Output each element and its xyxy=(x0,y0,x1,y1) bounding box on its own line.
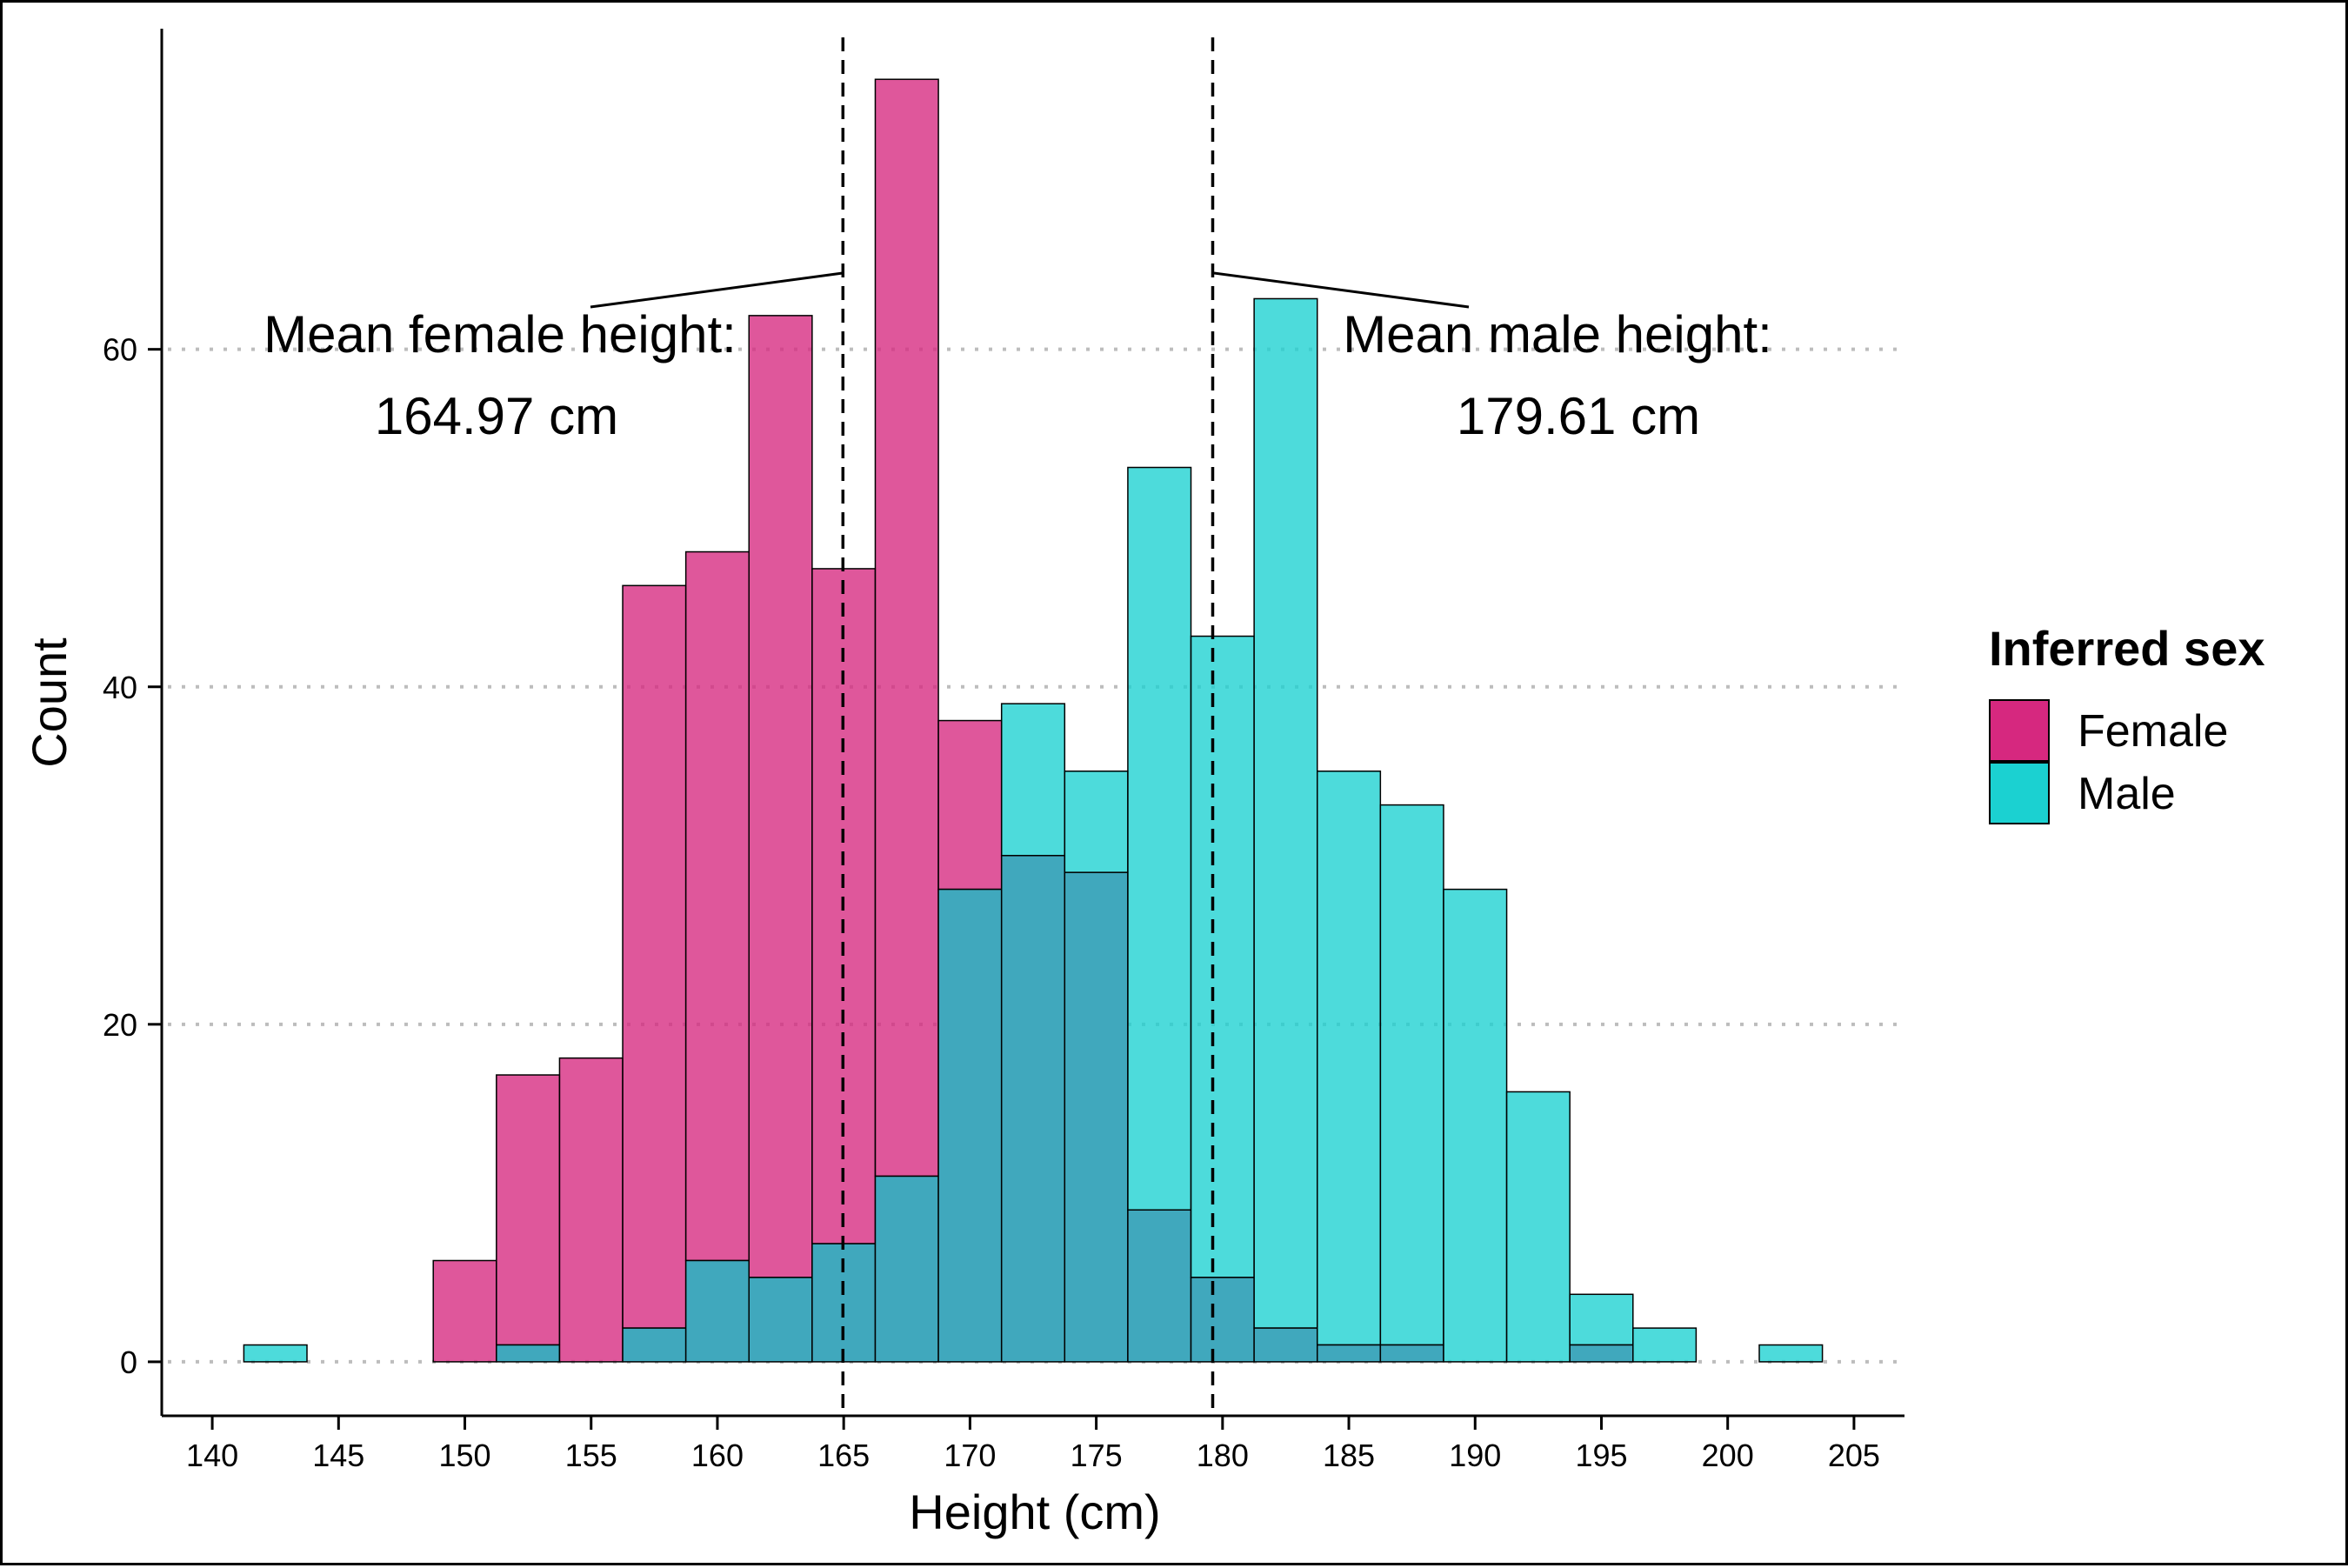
bar-male-186.25 xyxy=(1379,804,1444,1346)
x-tick-label-155: 155 xyxy=(565,1438,617,1473)
bar-overlap-176.25 xyxy=(1127,1209,1192,1363)
legend-title: Inferred sex xyxy=(1989,621,2265,676)
bar-female-158.75 xyxy=(684,550,750,1262)
bar-overlap-186.25 xyxy=(1379,1344,1444,1363)
x-tick-label-165: 165 xyxy=(817,1438,870,1473)
legend-label-male: Male xyxy=(2078,769,2176,819)
legend-swatch-male xyxy=(1989,762,2050,824)
male-mean-label-line2: 179.61 cm xyxy=(1457,387,1700,445)
bar-overlap-158.75 xyxy=(684,1259,750,1363)
bar-overlap-171.25 xyxy=(1000,855,1066,1363)
bar-overlap-161.25 xyxy=(748,1277,813,1363)
female-annotation-leader xyxy=(590,271,844,309)
annotations: Mean female height: 164.97 cm Mean male … xyxy=(263,271,1772,445)
bar-female-151.25 xyxy=(496,1074,561,1346)
bar-overlap-151.25 xyxy=(496,1344,561,1363)
y-tick-label-40: 40 xyxy=(103,670,137,705)
bar-overlap-166.25 xyxy=(874,1175,939,1363)
legend: Inferred sex Female Male xyxy=(1989,621,2265,824)
male-mean-label-line1: Mean male height: xyxy=(1343,305,1772,364)
mean-lines xyxy=(841,37,1215,1416)
bar-male-196.25 xyxy=(1632,1327,1698,1363)
x-tick-label-150: 150 xyxy=(438,1438,490,1473)
bar-female-148.75 xyxy=(432,1259,497,1363)
bar-overlap-168.75 xyxy=(937,888,1003,1363)
female-mean-label-line1: Mean female height: xyxy=(263,305,737,364)
x-tick-label-160: 160 xyxy=(691,1438,744,1473)
male-annotation-leader xyxy=(1213,271,1470,309)
x-tick-label-200: 200 xyxy=(1702,1438,1754,1473)
bar-male-183.75 xyxy=(1316,771,1382,1346)
x-tick-label-140: 140 xyxy=(186,1438,238,1473)
y-tick-label-60: 60 xyxy=(103,332,137,368)
bars xyxy=(243,78,1824,1363)
bar-male-181.25 xyxy=(1253,297,1318,1329)
x-tick-label-170: 170 xyxy=(944,1438,996,1473)
x-tick-label-185: 185 xyxy=(1323,1438,1375,1473)
bar-male-171.25 xyxy=(1000,703,1066,857)
bar-male-178.75 xyxy=(1190,635,1255,1278)
bar-male-141.25 xyxy=(243,1344,308,1363)
bar-male-173.75 xyxy=(1064,771,1129,873)
legend-swatch-female xyxy=(1989,699,2050,762)
female-mean-label-line2: 164.97 cm xyxy=(375,387,618,445)
bar-overlap-178.75 xyxy=(1190,1277,1255,1363)
x-tick-label-195: 195 xyxy=(1575,1438,1627,1473)
bar-male-188.75 xyxy=(1443,888,1508,1363)
bar-male-176.25 xyxy=(1127,466,1192,1211)
bar-female-156.25 xyxy=(622,584,687,1329)
bar-overlap-173.75 xyxy=(1064,871,1129,1363)
bar-male-191.25 xyxy=(1505,1091,1571,1363)
x-ticks: 140 145 150 155 160 165 170 175 180 185 190 195 200 2… xyxy=(186,1416,1880,1473)
bar-male-193.75 xyxy=(1569,1293,1634,1346)
bar-overlap-183.75 xyxy=(1316,1344,1382,1363)
legend-label-female: Female xyxy=(2078,706,2228,757)
bar-female-166.25 xyxy=(874,78,939,1178)
x-tick-label-190: 190 xyxy=(1449,1438,1501,1473)
x-tick-label-175: 175 xyxy=(1071,1438,1123,1473)
x-tick-label-180: 180 xyxy=(1197,1438,1249,1473)
x-tick-label-205: 205 xyxy=(1828,1438,1880,1473)
x-axis-title: Height (cm) xyxy=(909,1485,1160,1539)
bar-male-201.25 xyxy=(1758,1344,1824,1363)
axes: 140 145 150 155 160 165 170 175 180 185 190 195 200 2… xyxy=(103,29,1904,1473)
y-tick-label-0: 0 xyxy=(120,1344,137,1380)
y-axis-title: Count xyxy=(22,637,77,768)
bar-overlap-156.25 xyxy=(622,1327,687,1363)
bar-overlap-181.25 xyxy=(1253,1327,1318,1363)
bar-overlap-193.75 xyxy=(1569,1344,1634,1363)
y-ticks: 0 20 40 60 xyxy=(103,332,162,1380)
y-tick-label-20: 20 xyxy=(103,1007,137,1043)
bar-female-161.25 xyxy=(748,315,813,1278)
x-tick-label-145: 145 xyxy=(312,1438,364,1473)
bar-female-153.75 xyxy=(558,1057,624,1363)
histogram-chart: 140 145 150 155 160 165 170 175 180 185 190 195 200 2… xyxy=(22,29,2265,1539)
bar-female-168.75 xyxy=(937,719,1003,891)
